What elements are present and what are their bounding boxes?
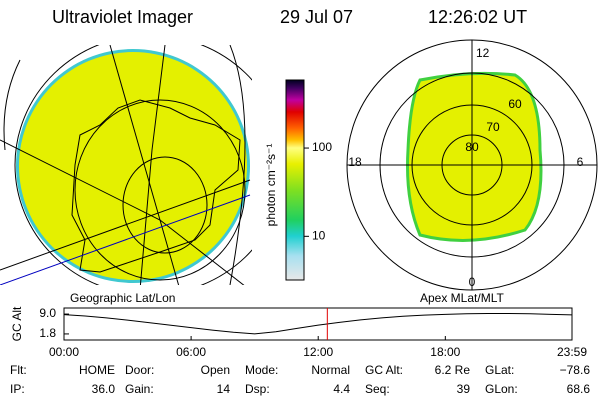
lat-label: 80 [465, 140, 479, 154]
time: 12:26:02 UT [428, 7, 527, 27]
geographic-image [0, 45, 252, 285]
status-label: Gain: [125, 382, 154, 396]
mlt-label: 0 [469, 275, 476, 289]
status-value: Normal [311, 363, 350, 377]
status-value: Open [201, 363, 230, 377]
status-label: GLon: [485, 382, 518, 396]
status-value: 4.4 [333, 382, 350, 396]
panel-label: Geographic Lat/Lon [70, 291, 175, 305]
status-value: 36.0 [92, 382, 116, 396]
mlt-label: 6 [577, 155, 584, 169]
status-value: 14 [217, 382, 231, 396]
status-label: Door: [125, 363, 154, 377]
altitude-plot-frame [63, 307, 573, 341]
panel-label: Apex MLat/MLT [420, 291, 504, 305]
lat-label: 60 [508, 97, 522, 111]
x-tick-label: 18:00 [430, 345, 460, 359]
colorbar-tick-label: 10 [312, 228, 326, 242]
polar-image: 12 18 6 0 60 70 80 [346, 39, 598, 291]
altitude-line [63, 313, 573, 335]
status-label: Flt: [10, 363, 27, 377]
altitude-plot: 9.0 1.8 00:00 06:00 12:00 18:00 23:59 [39, 306, 587, 359]
status-label: GC Alt: [365, 363, 403, 377]
x-tick-label: 00:00 [49, 345, 79, 359]
colorbar-label: photon cm⁻²s⁻¹ [264, 144, 278, 227]
status-label: Mode: [245, 363, 278, 377]
x-tick-label: 23:59 [557, 345, 587, 359]
status-panel: Flt: HOME IP: 36.0 Door: Open Gain: 14 Mode: Norm… [10, 363, 590, 396]
status-label: IP: [10, 382, 25, 396]
colorbar [285, 79, 305, 281]
colorbar-tick-label: 100 [312, 140, 332, 154]
status-label: Dsp: [245, 382, 270, 396]
status-value: 39 [457, 382, 471, 396]
x-tick-label: 06:00 [176, 345, 206, 359]
mlt-label: 18 [348, 155, 362, 169]
status-value: −78.6 [560, 363, 591, 377]
lat-label: 70 [486, 120, 500, 134]
colorbar-axis: 10 100 [304, 140, 332, 242]
mlt-label: 12 [476, 46, 490, 60]
status-label: GLat: [485, 363, 514, 377]
date: 29 Jul 07 [280, 7, 353, 27]
y-tick-label: 9.0 [39, 306, 56, 320]
status-label: Seq: [365, 382, 390, 396]
title: Ultraviolet Imager [52, 7, 193, 27]
y-axis-label: GC Alt [10, 306, 24, 341]
status-value: 6.2 Re [435, 363, 471, 377]
x-tick-label: 12:00 [303, 345, 333, 359]
y-tick-label: 1.8 [39, 326, 56, 340]
status-value: HOME [79, 363, 115, 377]
status-value: 68.6 [567, 382, 591, 396]
